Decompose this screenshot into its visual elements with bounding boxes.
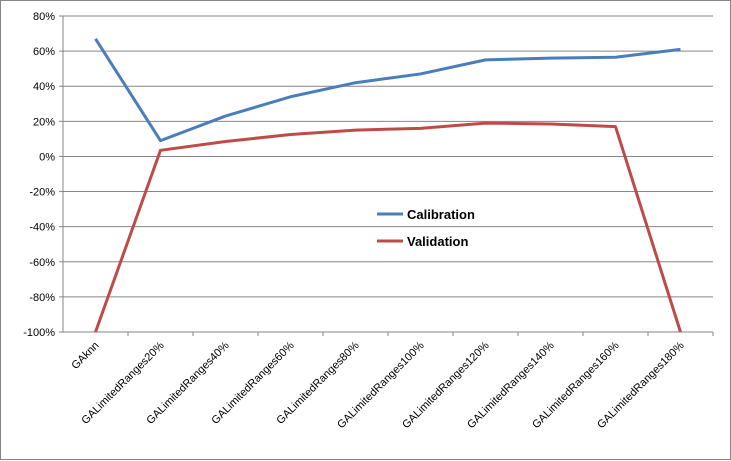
series-line-validation [96, 123, 681, 332]
y-tick-label: 20% [33, 116, 55, 128]
y-tick-label: 40% [33, 81, 55, 93]
series-lines [95, 39, 680, 332]
y-tick-label: -100% [23, 327, 55, 339]
y-tick-label: 80% [33, 11, 55, 23]
legend-label-calibration: Calibration [407, 207, 475, 222]
legend-label-validation: Validation [407, 234, 468, 249]
x-tick-label: GAknn [69, 340, 101, 372]
y-tick-label: 60% [33, 46, 55, 58]
y-tick-label: -80% [29, 292, 55, 304]
y-tick-label: -60% [29, 257, 55, 269]
y-tick-label: -20% [29, 187, 55, 199]
y-tick-label: 0% [39, 151, 55, 163]
y-axis-ticks: 80% 60% 40% 20% 0% -20% -40% -60% -80% -100% [23, 11, 63, 339]
gridlines [63, 16, 713, 332]
x-axis-ticks: GAknnGALimitedRanges20%GALimitedRanges40… [69, 332, 713, 431]
legend: Calibration Validation [377, 207, 475, 249]
y-tick-label: -40% [29, 222, 55, 234]
